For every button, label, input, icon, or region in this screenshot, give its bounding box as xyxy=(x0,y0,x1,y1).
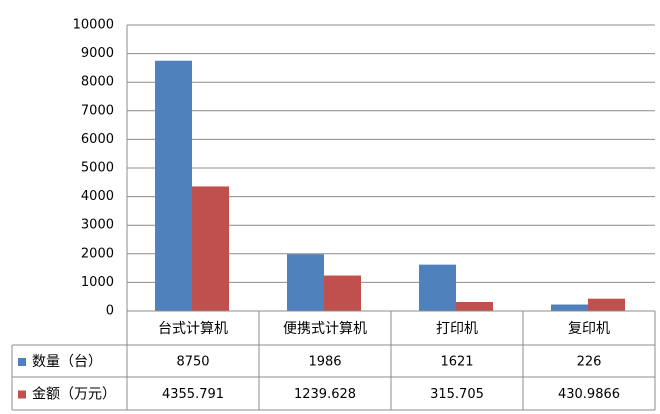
y-tick-label: 10000 xyxy=(73,18,114,33)
y-tick-label: 0 xyxy=(106,304,114,319)
legend-label: 金额（万元） xyxy=(32,387,116,403)
y-tick-label: 2000 xyxy=(81,246,114,261)
bar xyxy=(155,60,192,311)
table-cell: 8750 xyxy=(176,355,209,370)
bar xyxy=(287,254,324,311)
x-tick-label: 打印机 xyxy=(436,320,478,337)
table-cell: 430.9866 xyxy=(558,387,620,402)
legend-swatch xyxy=(18,390,26,399)
table-cell: 1239.628 xyxy=(294,387,356,402)
bar xyxy=(192,186,229,311)
bar xyxy=(588,298,625,311)
bar xyxy=(419,264,456,311)
y-tick-label: 8000 xyxy=(81,75,114,90)
x-tick-label: 台式计算机 xyxy=(158,321,228,337)
table-cell: 1986 xyxy=(308,355,341,370)
y-tick-label: 7000 xyxy=(81,103,114,118)
y-tick-label: 1000 xyxy=(81,275,114,290)
x-tick-label: 便携式计算机 xyxy=(283,321,367,337)
table-cell: 1621 xyxy=(440,355,473,370)
bar xyxy=(551,304,588,311)
y-tick-label: 3000 xyxy=(81,218,114,233)
y-tick-label: 5000 xyxy=(81,161,114,176)
table-cell: 4355.791 xyxy=(162,387,224,402)
y-tick-label: 6000 xyxy=(81,132,114,147)
bar xyxy=(456,301,493,311)
y-tick-label: 9000 xyxy=(81,46,114,61)
table-cell: 315.705 xyxy=(430,387,484,402)
y-tick-label: 4000 xyxy=(81,189,114,204)
x-tick-label: 复印机 xyxy=(568,320,610,337)
bar xyxy=(324,275,361,311)
legend-label: 数量（台） xyxy=(32,354,102,370)
legend-swatch xyxy=(18,358,26,366)
table-cell: 226 xyxy=(577,355,602,370)
